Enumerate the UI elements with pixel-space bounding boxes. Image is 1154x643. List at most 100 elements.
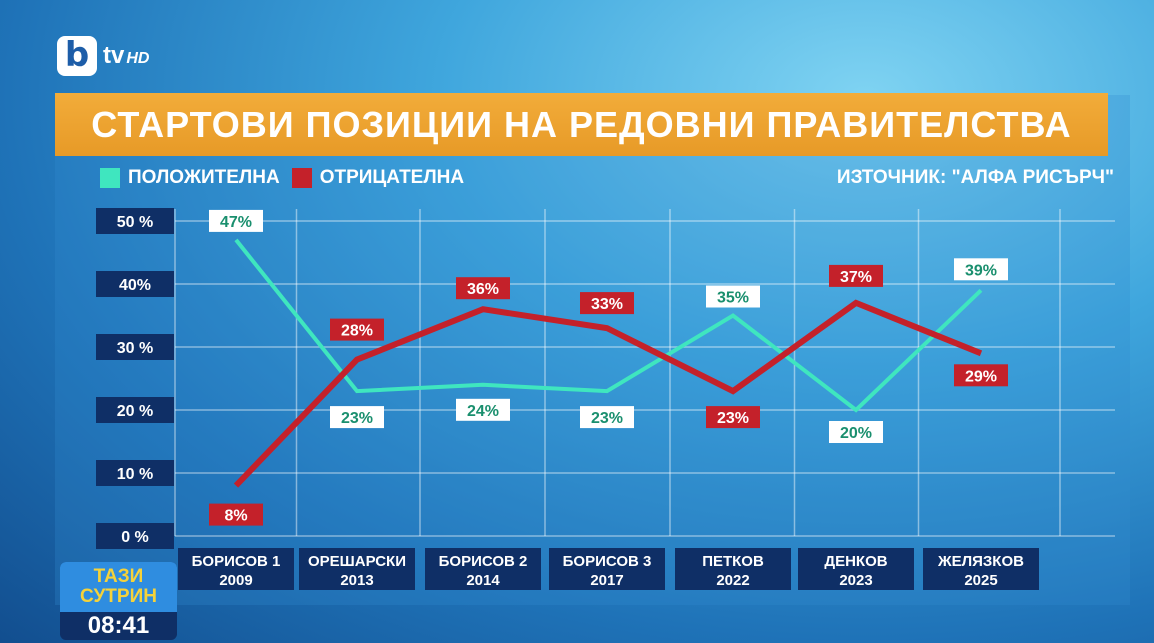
x-category-box [178, 548, 294, 590]
x-category: БОРИСОВ 2 2014 [425, 548, 541, 590]
y-tick-box [96, 208, 174, 234]
data-label-box [706, 406, 760, 429]
data-label-positive: 20% [829, 421, 883, 443]
data-label-text: 47% [220, 214, 252, 231]
data-label-box [456, 277, 510, 300]
legend-label-negative: ОТРИЦАТЕЛНА [319, 167, 465, 188]
clock-time: 08:41 [87, 612, 150, 639]
program-name-line2: СУТРИН [80, 586, 157, 607]
x-category-name: ДЕНКОВ [824, 553, 887, 570]
x-category-year: 2009 [219, 572, 252, 589]
data-label-text: 23% [591, 410, 623, 427]
x-category-year: 2025 [964, 572, 997, 589]
data-label-text: 33% [591, 296, 623, 313]
btv-hd-logo: b tv HD [57, 34, 149, 78]
x-category-year: 2014 [466, 572, 500, 589]
series-line-negative [233, 299, 983, 488]
x-category-name: БОРИСОВ 1 [192, 553, 281, 570]
x-category-name: ОРЕШАРСКИ [308, 553, 406, 570]
data-label-box [330, 406, 384, 429]
data-label-text: 29% [965, 368, 997, 385]
data-label-negative: 29% [954, 364, 1008, 387]
program-name: ТАЗИ СУТРИН [60, 562, 177, 612]
data-label-box [456, 398, 510, 421]
data-label-box [209, 209, 263, 232]
x-category-name: БОРИСОВ 2 [439, 553, 528, 570]
data-label-text: 37% [840, 269, 872, 286]
y-tick: 20 % [96, 397, 174, 423]
y-tick-box [96, 523, 174, 549]
y-tick-box [96, 460, 174, 486]
y-tick-label: 10 % [117, 466, 153, 483]
btv-logo-tv: tv [103, 42, 125, 69]
data-label-box [829, 421, 883, 443]
x-category-box [798, 548, 914, 590]
data-label-positive: 24% [456, 398, 510, 421]
x-category: ПЕТКОВ 2022 [675, 548, 791, 590]
data-label-positive: 23% [580, 406, 634, 429]
data-label-text: 39% [965, 262, 997, 279]
x-category-box [923, 548, 1039, 590]
data-label-text: 23% [717, 410, 749, 427]
data-label-box [829, 264, 883, 287]
x-category-name: ЖЕЛЯЗКОВ [937, 553, 1024, 570]
data-label-negative: 28% [330, 318, 384, 341]
y-tick-label: 50 % [117, 214, 153, 231]
btv-logo-mark: b [57, 36, 97, 76]
data-label-box [706, 285, 760, 308]
x-category: БОРИСОВ 3 2017 [549, 548, 665, 590]
legend: ПОЛОЖИТЕЛНА ОТРИЦАТЕЛНА [100, 167, 476, 189]
data-label-text: 24% [467, 403, 499, 420]
x-category-name: ПЕТКОВ [702, 553, 764, 570]
data-label-text: 20% [840, 425, 872, 442]
y-tick-label: 0 % [121, 529, 149, 546]
data-label-box [954, 364, 1008, 387]
x-category-box [675, 548, 791, 590]
x-category: БОРИСОВ 1 2009 [178, 548, 294, 590]
data-label-positive: 47% [209, 209, 263, 232]
data-label-box [209, 503, 263, 526]
y-tick-label: 20 % [117, 403, 153, 420]
legend-swatch-negative [291, 168, 312, 188]
data-label-text: 35% [717, 290, 749, 307]
x-category-box [425, 548, 541, 590]
x-category: ЖЕЛЯЗКОВ 2025 [923, 548, 1039, 590]
data-label-negative: 37% [829, 264, 883, 287]
data-label-box [330, 318, 384, 341]
y-tick: 30 % [96, 334, 174, 360]
x-category: ДЕНКОВ 2023 [798, 548, 914, 590]
data-label-text: 8% [224, 508, 247, 525]
series-line-positive [234, 238, 983, 413]
btv-logo-hd: HD [126, 50, 150, 67]
legend-item-negative: ОТРИЦАТЕЛНА [291, 167, 465, 189]
data-label-text: 23% [341, 410, 373, 427]
data-label-negative: 23% [706, 406, 760, 429]
x-category-year: 2023 [839, 572, 872, 589]
data-label-positive: 23% [330, 406, 384, 429]
x-category-name: БОРИСОВ 3 [563, 553, 652, 570]
x-category-box [299, 548, 415, 590]
y-tick-box [96, 334, 174, 360]
data-label-box [580, 292, 634, 315]
legend-item-positive: ПОЛОЖИТЕЛНА [100, 167, 280, 189]
data-label-box [580, 406, 634, 429]
legend-label-positive: ПОЛОЖИТЕЛНА [128, 167, 280, 188]
legend-swatch-positive [100, 168, 120, 188]
y-tick: 40% [96, 271, 174, 297]
x-category-year: 2013 [340, 572, 373, 589]
program-name-line1: ТАЗИ [93, 566, 144, 587]
x-category: ОРЕШАРСКИ 2013 [299, 548, 415, 590]
data-label-negative: 36% [456, 277, 510, 300]
data-label-box [954, 258, 1008, 281]
data-label-text: 36% [467, 281, 499, 298]
source-label: ИЗТОЧНИК: "АЛФА РИСЪРЧ" [836, 167, 1114, 188]
data-label-negative: 33% [580, 292, 634, 315]
y-tick: 50 % [96, 208, 174, 234]
y-tick-label: 30 % [117, 340, 153, 357]
y-tick: 0 % [96, 523, 174, 549]
program-badge: ТАЗИ СУТРИН 08:41 [60, 562, 177, 640]
data-label-positive: 35% [706, 285, 760, 308]
data-label-negative: 8% [209, 503, 263, 526]
y-tick-box [96, 397, 174, 423]
